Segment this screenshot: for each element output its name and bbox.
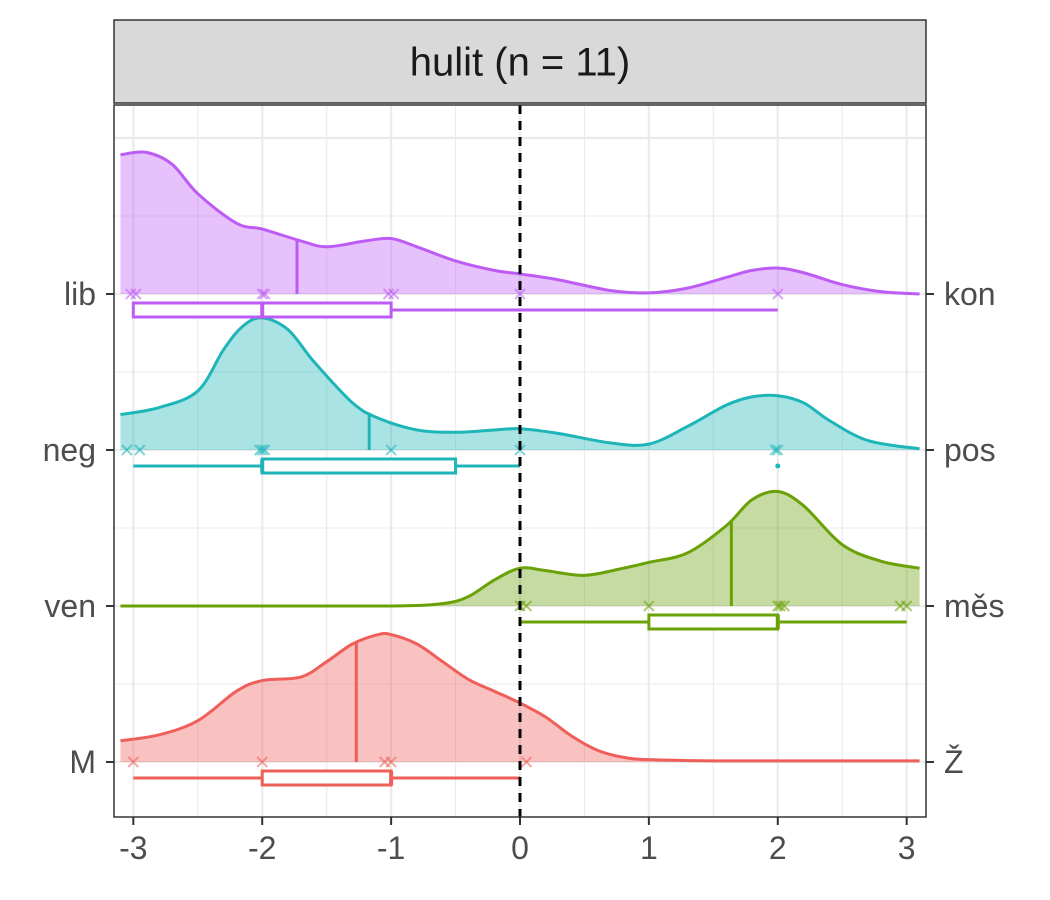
data-point — [256, 444, 268, 456]
y-tick-label-right: Ž — [944, 744, 964, 780]
data-point — [127, 756, 140, 768]
data-point-stroke — [385, 756, 397, 768]
density-curve — [120, 631, 920, 763]
facet-strip-background — [113, 19, 927, 104]
data-point-stroke — [121, 444, 133, 456]
data-point — [259, 288, 271, 300]
data-point-stroke — [769, 444, 781, 456]
density-curve — [120, 150, 920, 296]
density-area — [120, 317, 920, 450]
data-point-stroke — [253, 444, 266, 456]
data-point — [121, 444, 133, 456]
data-point — [643, 600, 655, 612]
y-tick-label-right: měs — [944, 588, 1004, 624]
data-point-stroke — [520, 600, 533, 612]
data-point — [520, 600, 533, 612]
data-point-stroke — [259, 444, 271, 456]
data-point — [514, 288, 526, 300]
x-tick-label: -3 — [119, 830, 147, 866]
data-point — [382, 288, 395, 300]
ridge-ven — [120, 489, 920, 631]
box-iqr — [647, 613, 780, 631]
data-point — [900, 600, 913, 612]
facet-strip: hulit (n = 11) — [113, 19, 927, 104]
y-tick-label-right: pos — [944, 432, 996, 468]
x-tick-label: -1 — [377, 830, 405, 866]
x-tick-label: 0 — [511, 830, 529, 866]
data-point — [778, 600, 790, 612]
density-area — [120, 151, 920, 294]
data-point-stroke — [900, 600, 913, 612]
data-point-stroke — [382, 288, 395, 300]
x-tick-label: 3 — [898, 830, 916, 866]
data-point-stroke — [643, 600, 655, 612]
data-point-stroke — [127, 756, 140, 768]
data-point — [769, 444, 781, 456]
data-point — [385, 756, 397, 768]
data-point-stroke — [256, 444, 268, 456]
data-point — [772, 288, 784, 300]
data-point-stroke — [778, 600, 790, 612]
data-point — [256, 756, 268, 768]
data-point — [772, 444, 784, 456]
data-point-stroke — [387, 288, 400, 300]
x-tick-label: 2 — [769, 830, 787, 866]
data-point — [774, 600, 787, 612]
y-tick-label-left: ven — [44, 588, 96, 624]
data-point-stroke — [134, 444, 146, 456]
data-point-stroke — [520, 756, 533, 768]
data-point-stroke — [256, 288, 268, 300]
y-tick-label-left: lib — [64, 276, 96, 312]
ridge-M — [120, 631, 920, 787]
data-point-stroke — [125, 288, 137, 300]
data-point-stroke — [514, 288, 526, 300]
data-point — [125, 288, 137, 300]
data-point-stroke — [772, 444, 784, 456]
data-point-stroke — [385, 444, 397, 456]
ridge-neg — [120, 316, 920, 475]
data-point — [520, 756, 533, 768]
x-tick-label: 1 — [640, 830, 658, 866]
ridge-lib — [120, 150, 920, 319]
density-curve — [120, 489, 920, 608]
density-curve — [120, 316, 920, 451]
data-point-stroke — [130, 288, 142, 300]
box-outlier — [775, 463, 781, 469]
box-iqr — [260, 769, 393, 787]
y-tick-label-left: neg — [43, 432, 96, 468]
data-point — [259, 444, 271, 456]
density-area — [120, 491, 920, 607]
data-point — [130, 288, 142, 300]
data-point — [256, 288, 268, 300]
facet-title: hulit (n = 11) — [410, 41, 631, 85]
x-tick-label: -2 — [248, 830, 276, 866]
data-point — [385, 444, 397, 456]
data-point — [253, 444, 266, 456]
box-iqr — [260, 457, 458, 475]
ridges — [120, 150, 920, 787]
data-point — [387, 288, 400, 300]
y-tick-label-left: M — [69, 744, 96, 780]
data-point-stroke — [772, 288, 784, 300]
data-point — [134, 444, 146, 456]
data-point-stroke — [774, 600, 787, 612]
density-area — [120, 633, 920, 762]
data-point-stroke — [256, 756, 268, 768]
y-tick-label-right: kon — [944, 276, 996, 312]
data-point-stroke — [259, 288, 271, 300]
